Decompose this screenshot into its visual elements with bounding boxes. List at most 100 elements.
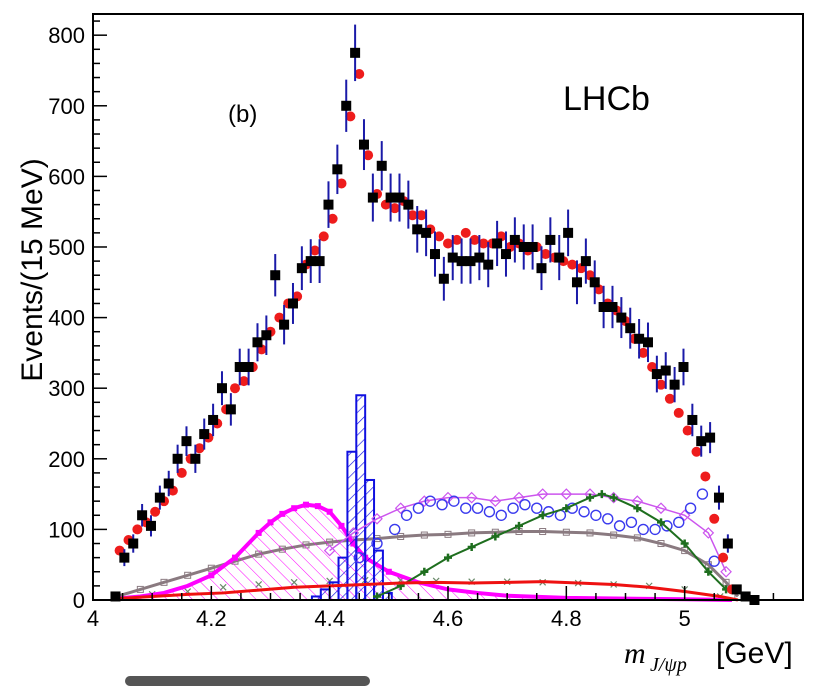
fit-point <box>443 238 453 249</box>
violet-diamond-point <box>489 495 502 508</box>
scrollbar[interactable] <box>125 676 370 686</box>
series-violet-open-diamonds <box>323 488 732 578</box>
data-point <box>722 538 733 549</box>
x-tick-label: 4.8 <box>551 606 582 631</box>
hatched-peak-bin <box>319 588 331 602</box>
fit-point <box>176 467 187 478</box>
data-point <box>527 241 538 252</box>
violet-diamond-point <box>702 527 715 539</box>
violet-diamond-point <box>418 495 431 508</box>
fit-point <box>478 238 489 249</box>
data-point <box>536 263 547 274</box>
fit-point <box>345 111 356 122</box>
data-point <box>642 337 653 348</box>
fit-point <box>540 249 551 260</box>
violet-diamond-point <box>394 502 407 515</box>
gray-square-point <box>160 578 168 586</box>
gray-square-point <box>633 534 641 542</box>
blue-open-circle-point <box>353 551 365 564</box>
data-point <box>705 432 716 443</box>
hatched-peak-bin <box>346 450 358 602</box>
green-cross-point <box>515 521 523 530</box>
data-point <box>571 277 582 288</box>
data-point <box>421 227 432 238</box>
fit-point <box>132 524 143 535</box>
data-point <box>563 227 574 238</box>
fit-point <box>416 210 427 221</box>
gray-square-point <box>681 547 689 555</box>
violet-diamond-point <box>678 509 691 522</box>
data-point <box>669 379 680 390</box>
gray-square-point <box>420 531 428 539</box>
magenta-square-point <box>232 554 238 561</box>
data-point <box>580 256 591 267</box>
gray-square-point <box>184 571 192 579</box>
blue-open-circle-point <box>613 520 626 532</box>
axes: 4 4.2 4.4 4.6 4.8 5 0 100 200 300 400 500 600 700 800 <box>48 13 804 631</box>
blue-open-circle-point <box>625 516 638 529</box>
magenta-square-point <box>385 568 392 575</box>
blue-open-circle-point <box>436 498 448 511</box>
fit-point <box>567 259 578 270</box>
magenta-square-point <box>279 510 286 517</box>
green-cross-point <box>467 543 476 552</box>
data-point <box>651 369 662 380</box>
fit-point <box>673 407 684 418</box>
data-point <box>589 277 600 288</box>
data-point <box>403 199 414 210</box>
fit-point <box>230 383 240 394</box>
data-point <box>128 538 139 549</box>
data-point <box>394 192 405 203</box>
data-point <box>518 241 529 252</box>
blue-open-circle-point <box>483 506 496 518</box>
gray-square-point <box>207 564 215 572</box>
blue-open-circle-point <box>578 506 590 518</box>
green-cross-point <box>704 567 713 576</box>
green-cross-point <box>562 504 571 513</box>
data-point <box>287 298 298 309</box>
data-point <box>713 492 724 503</box>
data-point <box>634 333 645 344</box>
gray-square-point <box>722 578 730 586</box>
blue-open-circle-point <box>371 537 383 550</box>
magenta-square-point <box>314 503 321 510</box>
data-point <box>447 252 458 263</box>
fit-point <box>309 245 320 256</box>
data-point <box>625 323 636 334</box>
data-point <box>225 404 236 415</box>
data-point <box>545 234 556 245</box>
green-cross-point <box>420 567 429 576</box>
fit-point <box>656 379 666 390</box>
x-axis-title-unit: [GeV] <box>716 637 793 670</box>
blue-open-circle-point <box>602 513 614 525</box>
x-axis-title-sub: J/ψp <box>650 654 687 676</box>
blue-open-circle-point <box>708 555 720 567</box>
data-point <box>332 164 343 175</box>
violet-diamond-point <box>513 491 525 504</box>
gray-square-point <box>397 532 405 540</box>
fit-point <box>700 471 711 482</box>
blue-open-circle-point <box>590 509 602 521</box>
violet-diamond-point <box>655 502 667 515</box>
violet-diamond-point <box>536 488 549 500</box>
data-point <box>145 520 156 531</box>
violet-diamond-point <box>560 488 573 500</box>
fit-point <box>194 443 205 454</box>
gray-square-point <box>586 529 594 537</box>
gray-square-point <box>657 540 665 548</box>
fit-point <box>460 227 471 238</box>
data-point <box>208 414 219 425</box>
data-point <box>509 234 520 245</box>
data-point <box>154 492 165 503</box>
data-point <box>456 256 467 267</box>
gray-square-point <box>539 528 547 536</box>
data-point <box>465 256 476 267</box>
data-point <box>483 259 494 270</box>
data-point <box>341 100 352 111</box>
green-cross-point <box>657 518 665 527</box>
y-tick-label: 100 <box>48 517 85 542</box>
y-tick-label: 0 <box>73 588 85 613</box>
plot-area <box>93 14 803 600</box>
blue-open-circle-point <box>471 502 484 514</box>
data-point <box>305 256 316 267</box>
